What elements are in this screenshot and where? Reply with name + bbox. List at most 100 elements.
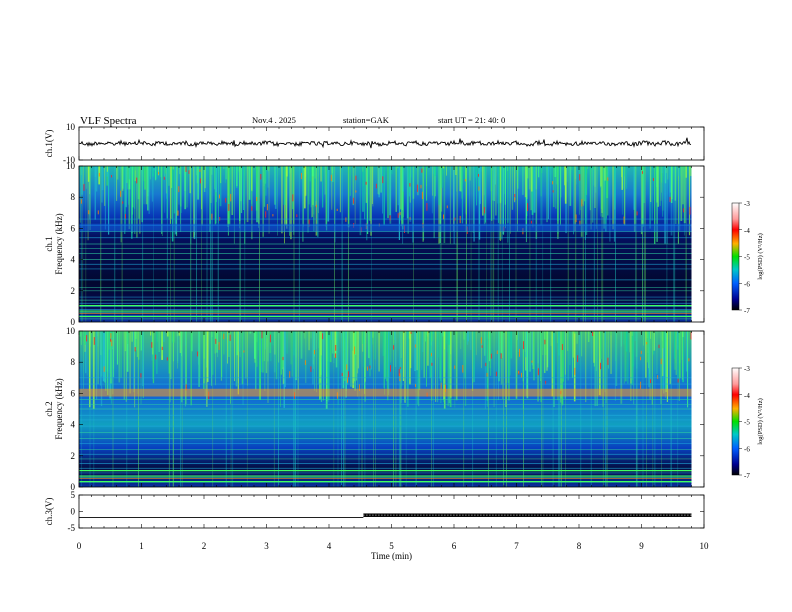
noise-dot: [421, 191, 423, 200]
y-tick-label: 6: [71, 388, 76, 398]
noise-streak: [136, 331, 139, 357]
noise-streak: [408, 166, 411, 193]
noise-streak: [317, 166, 319, 237]
noise-streak: [148, 166, 150, 214]
ch3-pulse: [570, 514, 572, 516]
noise-streak: [441, 166, 443, 212]
y-tick-label: 2: [71, 286, 76, 296]
noise-streak: [409, 331, 411, 385]
noise-streak: [120, 166, 122, 243]
noise-streak: [572, 331, 575, 358]
noise-streak: [656, 331, 658, 374]
noise-streak: [356, 331, 357, 381]
noise-dot: [484, 206, 486, 214]
noise-streak: [366, 166, 368, 241]
noise-streak: [400, 166, 402, 227]
noise-streak: [540, 331, 541, 381]
ch2-spectrogram-heatmap: [79, 331, 704, 487]
ch3-pulse: [450, 514, 452, 516]
noise-streak: [683, 166, 686, 224]
noise-streak: [149, 166, 151, 180]
noise-dot: [521, 372, 522, 378]
noise-streak: [530, 166, 533, 192]
station-label: station=GAK: [343, 115, 390, 125]
noise-streak: [123, 331, 125, 400]
noise-streak: [164, 166, 166, 213]
noise-streak: [315, 166, 318, 236]
noise-streak: [258, 166, 259, 228]
noise-streak: [446, 166, 447, 176]
noise-streak: [661, 166, 663, 183]
noise-streak: [448, 331, 450, 345]
noise-streak: [383, 331, 385, 389]
ch3-pulse: [492, 514, 494, 516]
noise-streak: [595, 166, 597, 193]
noise-dot: [393, 345, 395, 350]
noise-streak: [89, 166, 90, 220]
noise-streak: [426, 166, 428, 201]
noise-streak: [483, 166, 486, 225]
noise-dot: [607, 177, 609, 181]
ch3-pulse: [399, 514, 401, 516]
noise-streak: [100, 331, 103, 407]
noise-streak: [282, 331, 284, 368]
noise-streak: [256, 331, 258, 343]
noise-streak: [491, 166, 493, 221]
noise-streak: [280, 331, 283, 375]
ch3-pulse: [498, 514, 500, 516]
ch3-pulse: [390, 514, 392, 516]
noise-streak: [567, 331, 569, 351]
noise-streak: [138, 166, 140, 219]
noise-streak: [389, 331, 391, 345]
ch3-pulse: [462, 514, 464, 516]
noise-streak: [293, 166, 295, 235]
ch3-pulse: [567, 514, 569, 516]
noise-streak: [630, 331, 632, 384]
noise-dot: [490, 353, 492, 359]
noise-streak: [372, 331, 374, 338]
noise-streak: [179, 166, 181, 175]
noise-dot: [416, 184, 418, 192]
time-axis: 0 1 2 3 4 5 6 7 8 9 10 Time (min): [77, 541, 709, 561]
noise-streak: [669, 331, 672, 385]
ch3-pulse: [573, 514, 575, 516]
ch3-pulse: [435, 514, 437, 516]
noise-streak: [292, 166, 295, 232]
noise-dot: [353, 197, 355, 204]
noise-dot: [335, 353, 337, 358]
noise-streak: [438, 166, 440, 205]
noise-streak: [322, 166, 324, 208]
noise-streak: [529, 331, 531, 372]
noise-streak: [662, 166, 664, 217]
noise-streak: [173, 166, 176, 214]
noise-dot: [354, 346, 356, 355]
noise-dot: [399, 367, 401, 370]
noise-dot: [440, 382, 442, 390]
noise-streak: [632, 331, 635, 367]
noise-streak: [143, 166, 145, 205]
noise-streak: [101, 166, 103, 203]
noise-streak: [584, 166, 587, 218]
noise-streak: [470, 331, 472, 350]
noise-dot: [690, 331, 692, 340]
noise-streak: [193, 166, 195, 239]
ch3-pulse: [549, 514, 551, 516]
noise-streak: [551, 331, 554, 397]
noise-streak: [325, 166, 327, 227]
noise-streak: [367, 166, 369, 234]
noise-streak: [198, 331, 200, 387]
noise-streak: [354, 331, 356, 391]
noise-streak: [339, 166, 341, 213]
noise-streak: [442, 331, 444, 337]
noise-streak: [136, 166, 138, 238]
ch3-pulse: [393, 514, 395, 516]
noise-streak: [686, 331, 687, 372]
noise-streak: [357, 331, 359, 374]
noise-streak: [328, 331, 330, 400]
noise-streak: [308, 166, 310, 205]
noise-dot: [600, 362, 601, 370]
ch1-spectrogram-ylabel: ch.1: [44, 236, 54, 251]
noise-streak: [510, 166, 511, 234]
ch3-pulse: [378, 514, 380, 516]
noise-streak: [432, 331, 434, 335]
